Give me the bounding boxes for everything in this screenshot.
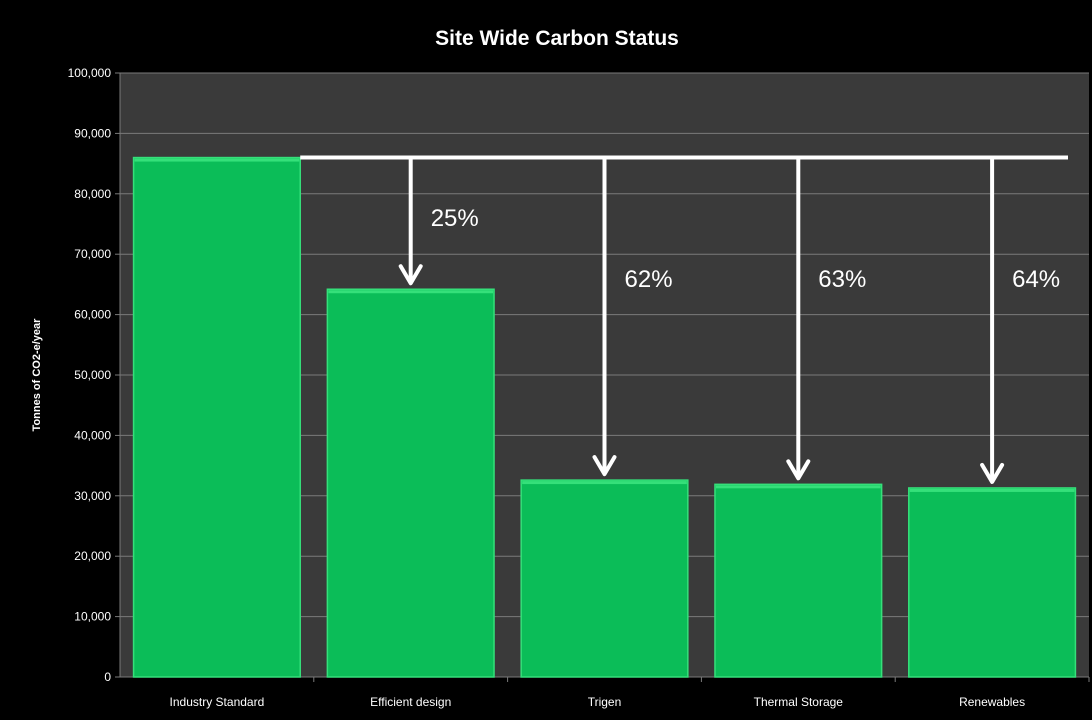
bar bbox=[908, 487, 1077, 678]
bar-highlight bbox=[715, 485, 881, 489]
bar bbox=[714, 483, 883, 678]
y-tick-label: 60,000 bbox=[74, 308, 111, 322]
bar-highlight bbox=[328, 290, 494, 294]
x-tick-label: Efficient design bbox=[370, 695, 451, 709]
y-axis-ticks: 0 10,000 20,000 30,000 40,000 50,000 60,000 70,… bbox=[68, 66, 1089, 684]
reduction-label: 63% bbox=[818, 266, 866, 293]
x-tick-label: Thermal Storage bbox=[754, 695, 844, 709]
y-tick-label: 20,000 bbox=[74, 549, 111, 563]
y-tick-label: 70,000 bbox=[74, 247, 111, 261]
reduction-arrow-head bbox=[398, 264, 423, 286]
y-tick-label: 40,000 bbox=[74, 428, 111, 442]
bar-highlight bbox=[522, 481, 687, 485]
reduction-arrow-head bbox=[786, 459, 811, 481]
bar-highlight bbox=[909, 488, 1075, 492]
reduction-arrow-head bbox=[592, 455, 617, 477]
reduction-label: 62% bbox=[625, 266, 673, 293]
bar bbox=[326, 288, 495, 678]
bar bbox=[132, 156, 301, 678]
y-tick-label: 10,000 bbox=[74, 610, 111, 624]
chart-title: Site Wide Carbon Status bbox=[435, 27, 679, 50]
x-tick-label: Renewables bbox=[959, 695, 1025, 709]
y-tick-label: 30,000 bbox=[74, 489, 111, 503]
reduction-label: 64% bbox=[1012, 266, 1060, 293]
y-tick-label: 90,000 bbox=[74, 126, 111, 140]
x-tick-label: Trigen bbox=[588, 695, 622, 709]
y-tick-label: 50,000 bbox=[74, 368, 111, 382]
reduction-annotations: 25% 62% 63% 64% bbox=[300, 155, 1068, 484]
y-tick-label: 0 bbox=[104, 670, 111, 684]
x-tick-label: Industry Standard bbox=[170, 695, 265, 709]
reduction-label: 25% bbox=[431, 205, 479, 232]
x-axis-ticks: Industry Standard Efficient design Trigen T… bbox=[170, 677, 1090, 709]
reduction-arrow-head bbox=[980, 462, 1005, 484]
y-tick-label: 80,000 bbox=[74, 187, 111, 201]
bar-highlight bbox=[134, 158, 300, 162]
y-tick-label: 100,000 bbox=[68, 66, 112, 80]
bars bbox=[132, 156, 1077, 678]
y-axis-label: Tonnes of CO2-e/year bbox=[31, 318, 43, 432]
bar bbox=[520, 479, 689, 678]
